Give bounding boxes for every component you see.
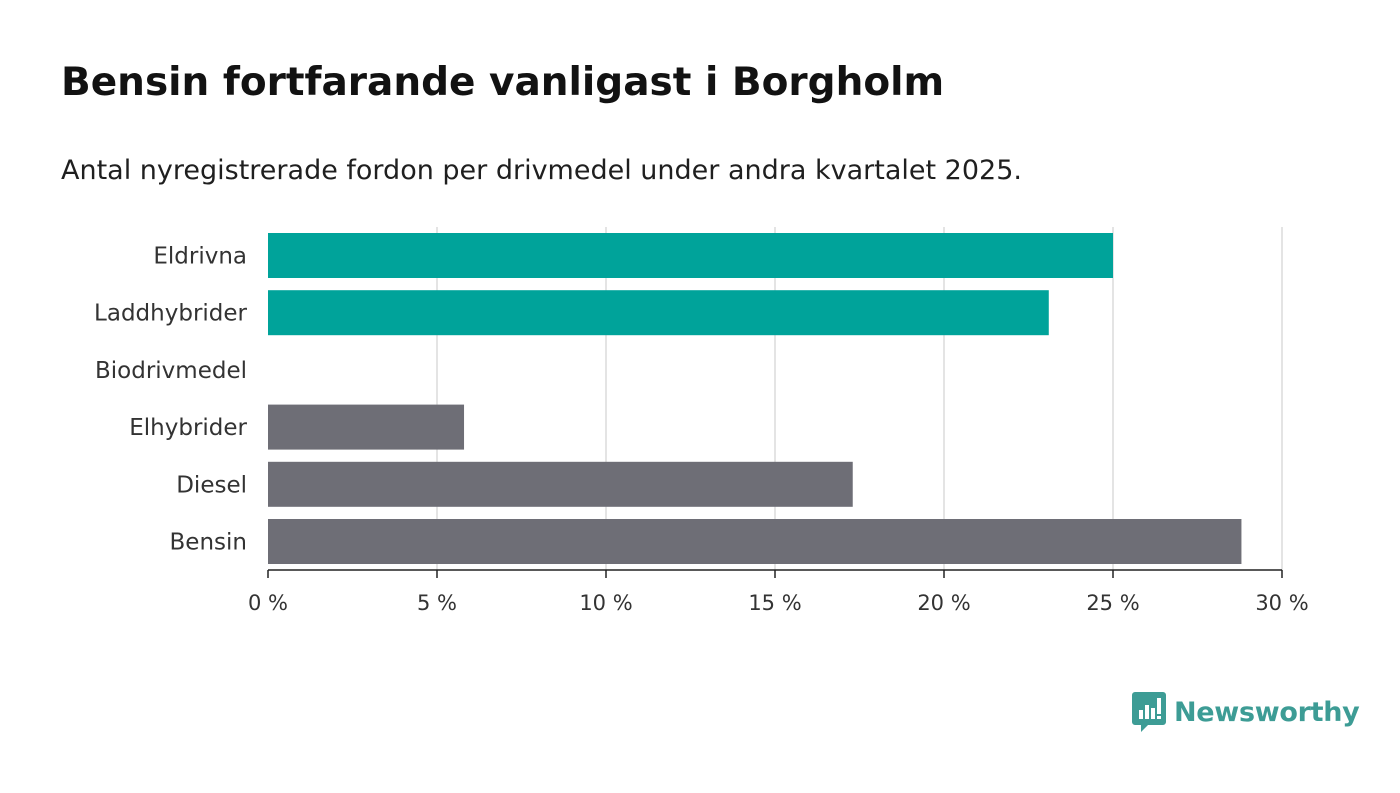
category-labels: Eldrivna Laddhybrider Biodrivmedel Elhybrid… [94,244,247,556]
x-tick-label: 5 % [417,591,457,615]
x-tick-label: 15 % [748,591,801,615]
category-label: Biodrivmedel [95,358,247,384]
bar [268,461,853,507]
category-label: Laddhybrider [94,301,247,327]
chart-subtitle: Antal nyregistrerade fordon per drivmede… [61,155,1022,186]
x-tick-label: 0 % [248,591,288,615]
x-tick-label: 10 % [579,591,632,615]
brand-name: Newsworthy [1174,696,1360,728]
category-label: Diesel [176,472,247,498]
chart-title: Bensin fortfarande vanligast i Borgholm [61,60,945,105]
bar [268,233,1113,278]
category-label: Eldrivna [153,244,247,270]
category-label: Elhybrider [129,415,247,441]
brand-logo: Newsworthy [1132,692,1360,732]
bar [268,290,1049,336]
bar [268,404,465,450]
x-tick-label: 20 % [917,591,970,615]
gridlines [436,227,1283,570]
bar [268,519,1242,564]
bars [268,233,1242,564]
x-axis: 0 % 5 % 10 % 15 % 20 % 25 % 30 % [248,569,1309,615]
x-tick-label: 25 % [1086,591,1139,615]
newsworthy-logo-icon [1132,692,1166,732]
category-label: Bensin [170,530,247,556]
x-tick-label: 30 % [1255,591,1308,615]
